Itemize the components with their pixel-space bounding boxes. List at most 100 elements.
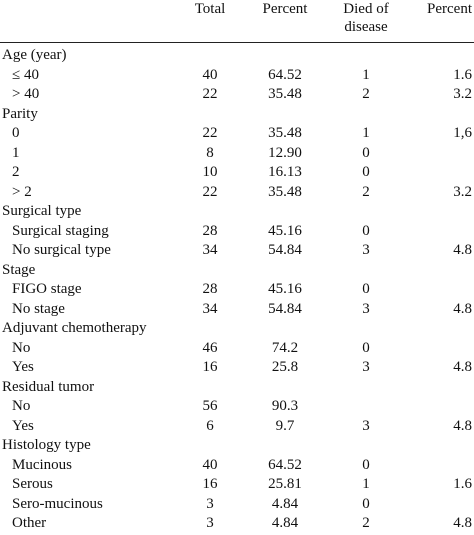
cell-died: 3 — [336, 417, 396, 437]
cell-percent: 35.48 — [250, 85, 320, 105]
cell-percent: 9.7 — [250, 417, 320, 437]
section-label: Residual tumor — [2, 378, 94, 398]
table-row: 2 10 16.13 0 — [0, 163, 474, 183]
cell-percent: 4.84 — [250, 514, 320, 534]
cell-percent: 4.84 — [250, 495, 320, 515]
header-rule — [0, 42, 474, 43]
cell-died: 3 — [336, 300, 396, 320]
cell-total: 56 — [185, 397, 235, 417]
table-row: 1 8 12.90 0 — [0, 144, 474, 164]
cell-total: 3 — [185, 514, 235, 534]
table-row: Surgical staging 28 45.16 0 — [0, 222, 474, 242]
table-row: Other 3 4.84 2 4.8 — [0, 514, 474, 534]
cell-percent: 12.90 — [250, 144, 320, 164]
table-row: Yes 16 25.8 3 4.8 — [0, 358, 474, 378]
cell-percent2: 3.2 — [406, 85, 472, 105]
table-row: Serous 16 25.81 1 1.6 — [0, 475, 474, 495]
row-label: > 40 — [12, 85, 39, 105]
cell-percent: 74.2 — [250, 339, 320, 359]
cell-percent: 35.48 — [250, 124, 320, 144]
section-row: Residual tumor — [0, 378, 474, 398]
cell-total: 28 — [185, 280, 235, 300]
row-label: FIGO stage — [12, 280, 82, 300]
row-label: 0 — [12, 124, 20, 144]
row-label: Other — [12, 514, 46, 534]
cell-percent: 35.48 — [250, 183, 320, 203]
cell-total: 6 — [185, 417, 235, 437]
cell-percent: 64.52 — [250, 456, 320, 476]
cell-died: 2 — [336, 514, 396, 534]
cell-total: 40 — [185, 456, 235, 476]
table-row: > 2 22 35.48 2 3.2 — [0, 183, 474, 203]
header-percent2: Percent — [406, 0, 472, 18]
table-row: No 46 74.2 0 — [0, 339, 474, 359]
cell-percent: 45.16 — [250, 222, 320, 242]
cell-total: 16 — [185, 475, 235, 495]
section-label: Surgical type — [2, 202, 81, 222]
table-row: Sero-mucinous 3 4.84 0 — [0, 495, 474, 515]
cell-percent2: 4.8 — [406, 417, 472, 437]
section-row: Stage — [0, 261, 474, 281]
cell-died: 0 — [336, 456, 396, 476]
section-label: Adjuvant chemotherapy — [2, 319, 147, 339]
cell-total: 34 — [185, 241, 235, 261]
section-label: Parity — [2, 105, 38, 125]
row-label: No stage — [12, 300, 65, 320]
cell-total: 22 — [185, 183, 235, 203]
cell-percent2: 1.6 — [406, 475, 472, 495]
row-label: Sero-mucinous — [12, 495, 103, 515]
cell-total: 10 — [185, 163, 235, 183]
row-label: Mucinous — [12, 456, 72, 476]
cell-died: 2 — [336, 85, 396, 105]
section-label: Age (year) — [2, 46, 67, 66]
header-died-line1: Died of — [336, 0, 396, 18]
table-row: Yes 6 9.7 3 4.8 — [0, 417, 474, 437]
cell-died: 0 — [336, 280, 396, 300]
cell-percent: 90.3 — [250, 397, 320, 417]
row-label: ≤ 40 — [12, 66, 39, 86]
section-row: Age (year) — [0, 46, 474, 66]
header-percent: Percent — [250, 0, 320, 18]
row-label: No surgical type — [12, 241, 111, 261]
cell-percent2: 1.6 — [406, 66, 472, 86]
cell-percent: 25.81 — [250, 475, 320, 495]
cell-total: 28 — [185, 222, 235, 242]
section-row: Surgical type — [0, 202, 474, 222]
cell-died: 3 — [336, 241, 396, 261]
section-label: Stage — [2, 261, 35, 281]
cell-percent2: 4.8 — [406, 514, 472, 534]
cell-died: 1 — [336, 124, 396, 144]
table-row: No 56 90.3 — [0, 397, 474, 417]
cell-total: 46 — [185, 339, 235, 359]
section-label: Histology type — [2, 436, 91, 456]
section-row: Adjuvant chemotherapy — [0, 319, 474, 339]
section-row: Parity — [0, 105, 474, 125]
row-label: Surgical staging — [12, 222, 109, 242]
header-total: Total — [185, 0, 235, 18]
cell-died: 3 — [336, 358, 396, 378]
table-row: No stage 34 54.84 3 4.8 — [0, 300, 474, 320]
cell-died: 1 — [336, 475, 396, 495]
cell-percent: 54.84 — [250, 241, 320, 261]
section-row: Histology type — [0, 436, 474, 456]
cell-percent2: 3.2 — [406, 183, 472, 203]
cell-percent: 54.84 — [250, 300, 320, 320]
cell-percent: 25.8 — [250, 358, 320, 378]
table-header: Total Percent Died of disease Percent — [0, 0, 474, 42]
cell-total: 22 — [185, 124, 235, 144]
cell-percent2: 4.8 — [406, 241, 472, 261]
cell-died: 1 — [336, 66, 396, 86]
row-label: Serous — [12, 475, 53, 495]
cell-total: 3 — [185, 495, 235, 515]
cell-percent2: 4.8 — [406, 358, 472, 378]
table-row: ≤ 40 40 64.52 1 1.6 — [0, 66, 474, 86]
cell-died: 0 — [336, 222, 396, 242]
cell-total: 40 — [185, 66, 235, 86]
cell-percent: 64.52 — [250, 66, 320, 86]
cell-died: 0 — [336, 163, 396, 183]
row-label: 2 — [12, 163, 20, 183]
cell-total: 16 — [185, 358, 235, 378]
row-label: > 2 — [12, 183, 32, 203]
cell-died: 0 — [336, 144, 396, 164]
row-label: No — [12, 339, 30, 359]
